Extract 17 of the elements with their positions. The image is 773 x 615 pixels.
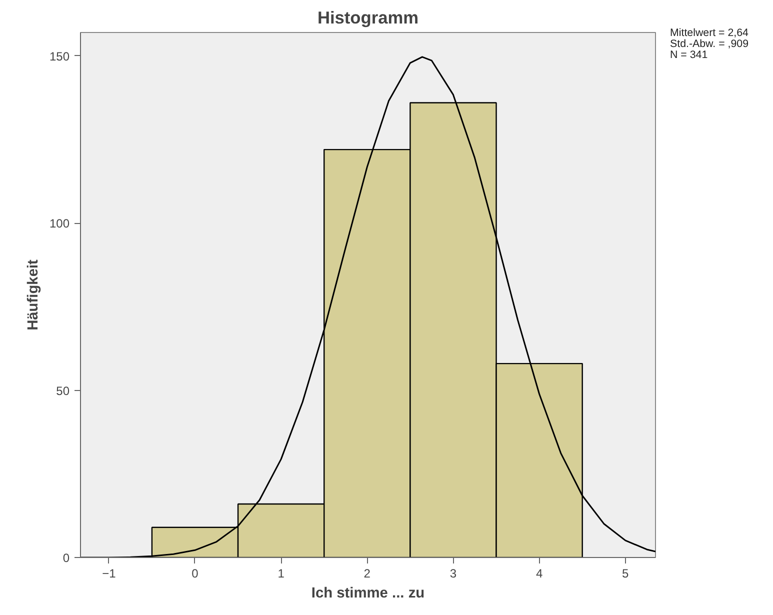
text: Mittelwert = 2,64 [670,27,748,39]
y-tick-label: 0 [62,551,70,565]
x-tick-label: −1 [102,566,116,580]
x-tick-label: 1 [278,566,285,580]
x-axis-title: Ich stimme ... zu [311,586,425,602]
text: Std.-Abw. = ,909 [670,38,748,50]
y-tick-label: 150 [49,49,70,64]
x-tick-label: 2 [364,566,371,580]
x-tick-label: 5 [622,566,630,580]
x-tick-label: 3 [450,566,457,580]
y-tick-label: 50 [56,384,70,398]
x-tick-label: 4 [536,566,543,580]
chart-title: Histogramm [317,8,419,28]
y-axis-title: Häufigkeit [25,259,42,330]
y-tick-label: 100 [49,216,70,231]
text: N = 341 [670,49,708,62]
x-tick-label: 0 [192,566,199,580]
